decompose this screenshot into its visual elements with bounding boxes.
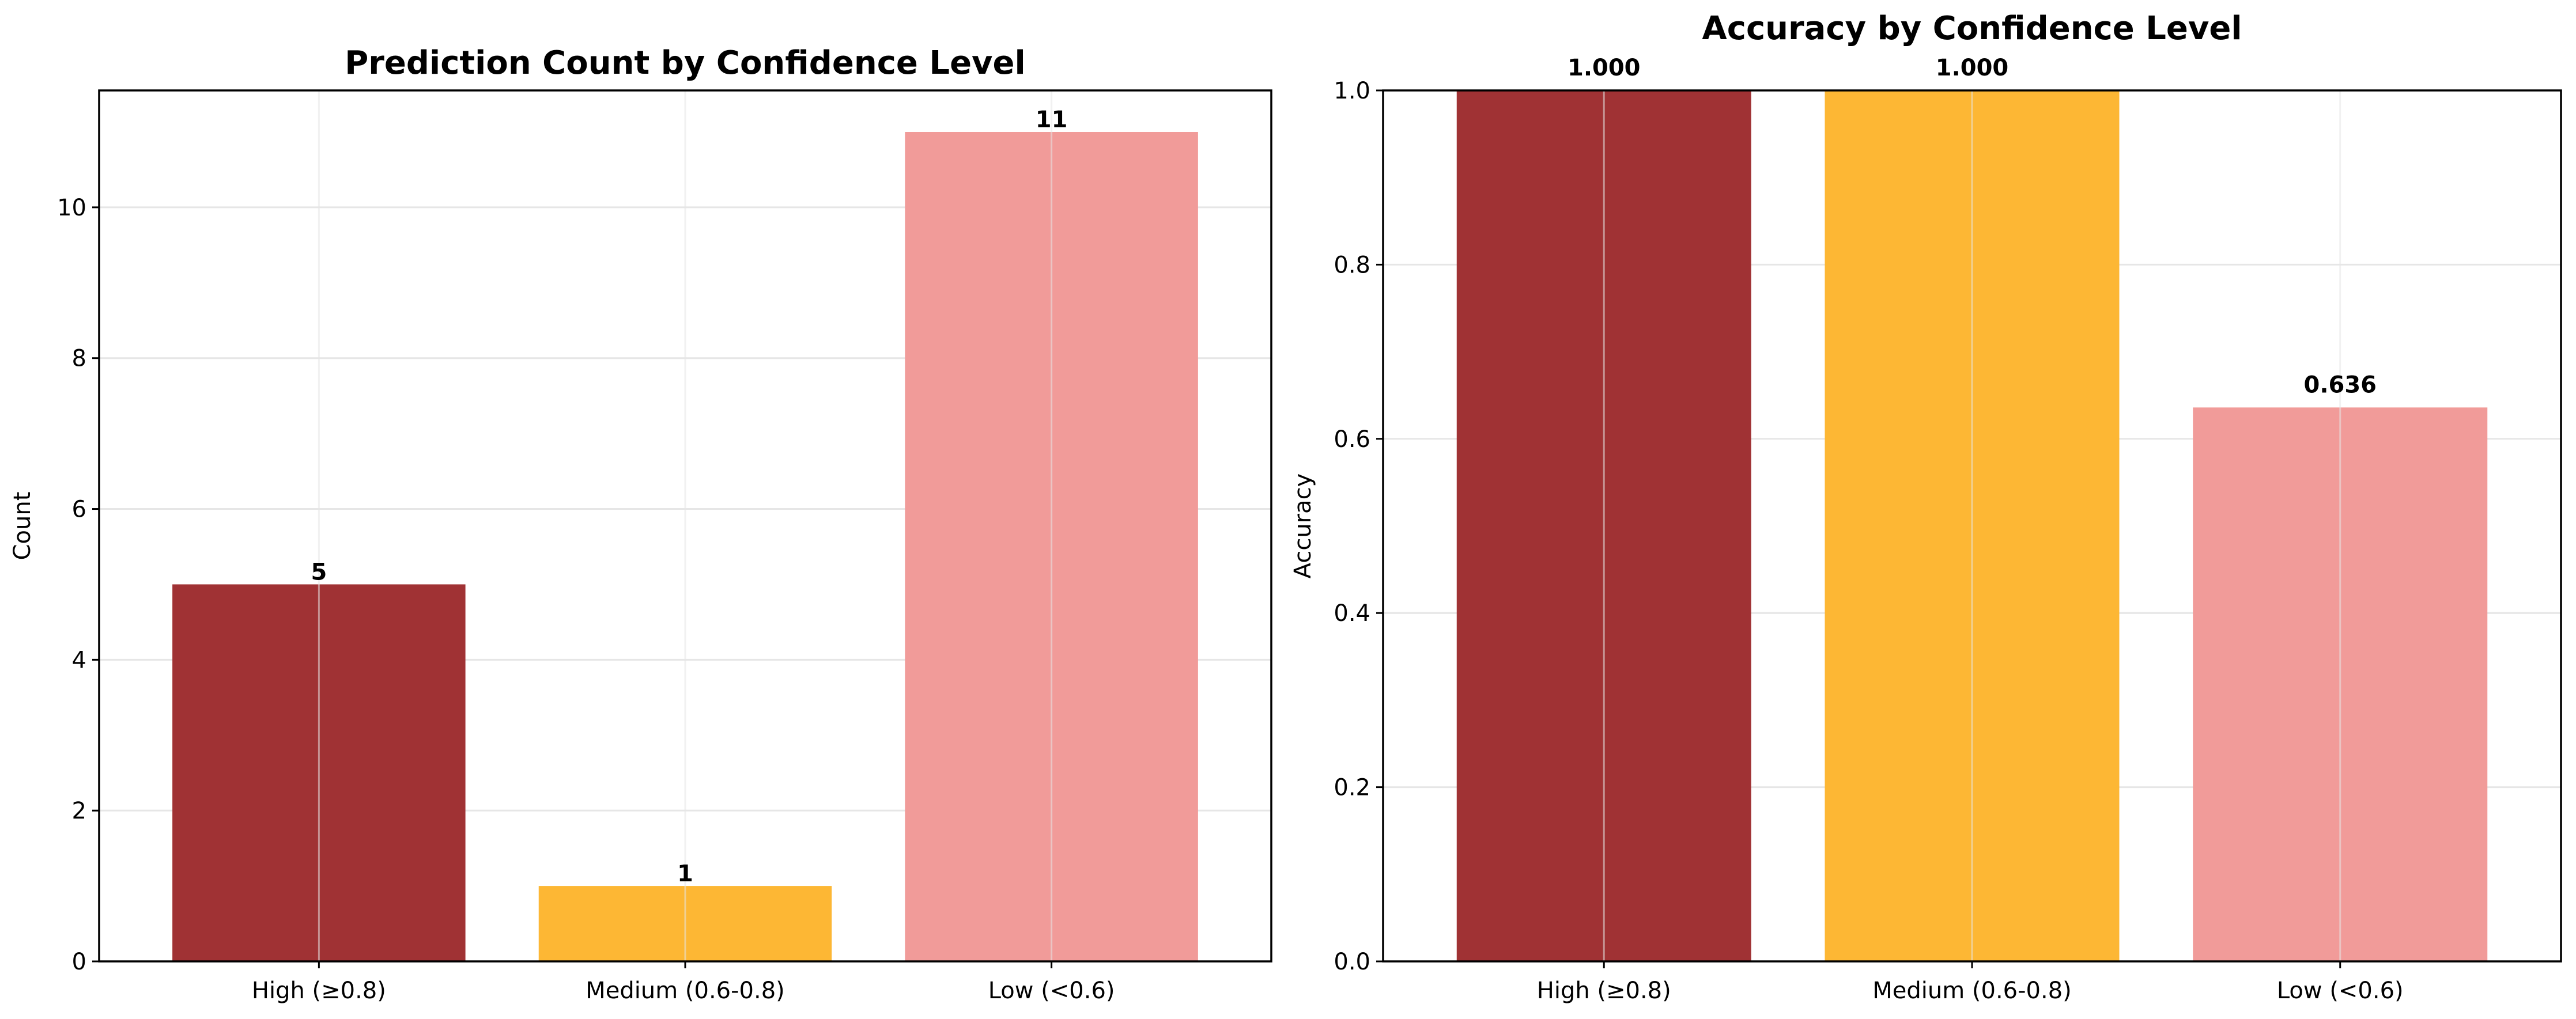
chart-title: Accuracy by Confidence Level bbox=[1702, 10, 2242, 47]
data-label: 5 bbox=[311, 559, 327, 585]
x-tick-label: Medium (0.6-0.8) bbox=[1872, 978, 2072, 1004]
y-tick-label: 0.2 bbox=[1334, 775, 1370, 801]
y-tick-label: 0.6 bbox=[1334, 426, 1370, 453]
x-tick-label: High (≥0.8) bbox=[252, 978, 386, 1004]
y-tick-label: 6 bbox=[72, 497, 86, 523]
y-tick-label: 8 bbox=[72, 346, 86, 372]
y-tick-label: 1.0 bbox=[1334, 78, 1370, 104]
x-tick-label: Medium (0.6-0.8) bbox=[586, 978, 785, 1004]
y-axis-label: Count bbox=[9, 492, 36, 560]
y-tick-label: 0 bbox=[72, 949, 86, 975]
x-tick-label: High (≥0.8) bbox=[1537, 978, 1671, 1004]
data-label: 1.000 bbox=[1936, 55, 2009, 81]
y-tick-label: 4 bbox=[72, 647, 86, 673]
chart-panel-1: 0 2 4 6 8 10 High (≥0.8) Medium (0.6-0.8) Low (<… bbox=[9, 44, 1272, 1004]
x-tick-label: Low (<0.6) bbox=[2277, 978, 2404, 1004]
y-tick-label: 0.0 bbox=[1334, 949, 1370, 975]
y-tick-label: 0.8 bbox=[1334, 252, 1370, 278]
x-tick-label: Low (<0.6) bbox=[988, 978, 1115, 1004]
y-tick-label: 2 bbox=[72, 798, 86, 824]
data-label: 11 bbox=[1036, 107, 1068, 133]
y-axis-label: Accuracy bbox=[1290, 473, 1316, 579]
data-label: 0.636 bbox=[2303, 372, 2377, 398]
chart-title: Prediction Count by Confidence Level bbox=[345, 44, 1025, 82]
data-label: 1 bbox=[677, 861, 693, 887]
data-label: 1.000 bbox=[1567, 55, 1641, 81]
y-tick-label: 10 bbox=[57, 195, 86, 221]
y-tick-label: 0.4 bbox=[1334, 600, 1370, 627]
chart-panel-2: 0.0 0.2 0.4 0.6 0.8 1.0 High (≥0.8) Medium (0.6… bbox=[1290, 10, 2562, 1004]
